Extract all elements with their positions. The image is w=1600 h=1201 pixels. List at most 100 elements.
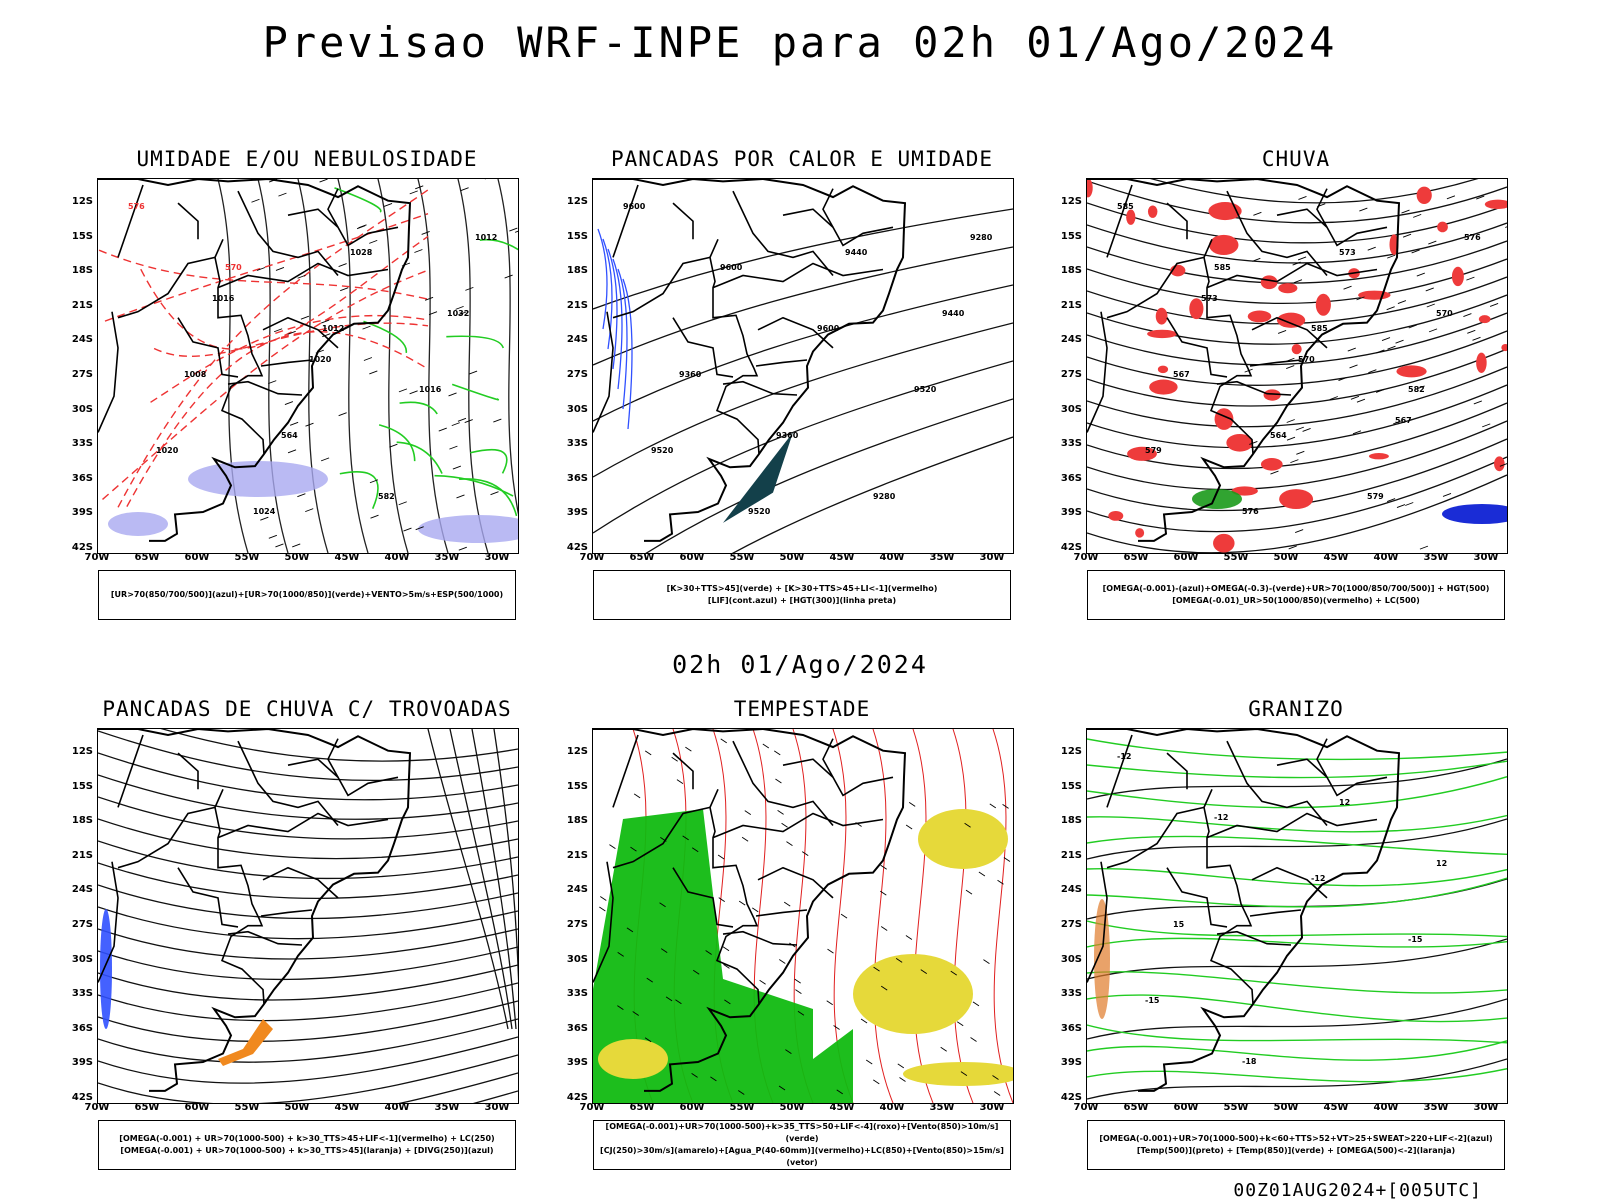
latitude-label: 27S — [65, 919, 93, 930]
longitude-label: 35W — [922, 552, 962, 563]
longitude-label: 55W — [1216, 552, 1256, 563]
latitude-label: 27S — [560, 369, 588, 380]
contour-label: 1024 — [253, 507, 276, 516]
contour-label: 585 — [1214, 263, 1231, 272]
latitude-label: 21S — [560, 850, 588, 861]
contour-label: 570 — [1436, 309, 1453, 318]
latitude-label: 30S — [65, 404, 93, 415]
latitude-label: 24S — [65, 884, 93, 895]
contour-lines — [593, 209, 1013, 553]
latitude-label: 36S — [560, 1023, 588, 1034]
longitude-label: 40W — [1366, 552, 1406, 563]
contour-label: 567 — [1395, 416, 1412, 425]
contour-label: 1016 — [212, 294, 235, 303]
main-title: Previsao WRF-INPE para 02h 01/Ago/2024 — [0, 18, 1600, 67]
latitude-label: 15S — [65, 231, 93, 242]
latitude-label: 36S — [65, 1023, 93, 1034]
contour-label: 9520 — [748, 507, 771, 516]
contour-label: 582 — [1408, 385, 1425, 394]
longitude-label: 30W — [972, 552, 1012, 563]
latitude-label: 36S — [1054, 473, 1082, 484]
longitude-label: 60W — [177, 552, 217, 563]
longitude-label: 65W — [127, 552, 167, 563]
latitude-label: 30S — [1054, 954, 1082, 965]
longitude-label: 30W — [477, 1102, 517, 1113]
legend-line: [OMEGA(-0.001)+UR>70(1000-500)+k>35_TTS>… — [594, 1121, 1010, 1145]
latitude-label: 30S — [560, 954, 588, 965]
map-canvas: 5765701012101610201024102810321008564582… — [98, 179, 518, 553]
latitude-label: 21S — [1054, 850, 1082, 861]
legend-line: [OMEGA(-0.001)+UR>70(1000-500)+k<60+TTS>… — [1088, 1133, 1504, 1145]
latitude-label: 30S — [560, 404, 588, 415]
longitude-label: 50W — [1266, 1102, 1306, 1113]
legend-line: [Temp(500)](preto) + [Temp(850)](verde) … — [1088, 1145, 1504, 1157]
contour-label: 9280 — [970, 233, 993, 242]
contour-label: 9360 — [776, 431, 799, 440]
contour-label: 1008 — [184, 370, 207, 379]
latitude-label: 18S — [1054, 265, 1082, 276]
contour-label: -12 — [1117, 752, 1131, 761]
legend-line: [OMEGA(-0.001)-(azul)+OMEGA(-0.3)-(verde… — [1088, 583, 1504, 595]
contour-label: 579 — [1145, 446, 1162, 455]
latitude-label: 18S — [560, 815, 588, 826]
contour-label: 12 — [1436, 859, 1447, 868]
contour-label: 1032 — [447, 309, 469, 318]
latitude-label: 36S — [560, 473, 588, 484]
panel-legend: [OMEGA(-0.001)+UR>70(1000-500)+k<60+TTS>… — [1087, 1120, 1505, 1170]
latitude-label: 15S — [560, 231, 588, 242]
latitude-label: 27S — [1054, 919, 1082, 930]
longitude-label: 55W — [1216, 1102, 1256, 1113]
latitude-label: 15S — [1054, 781, 1082, 792]
longitude-label: 70W — [572, 1102, 612, 1113]
contour-label: 9520 — [914, 385, 937, 394]
legend-line: [OMEGA(-0.01)_UR>50(1000/850)(vermelho) … — [1088, 595, 1504, 607]
longitude-label: 45W — [822, 1102, 862, 1113]
contour-label: 570 — [225, 263, 242, 272]
latitude-label: 27S — [1054, 369, 1082, 380]
contour-label: 9360 — [679, 370, 702, 379]
longitude-label: 35W — [922, 1102, 962, 1113]
longitude-label: 45W — [1316, 1102, 1356, 1113]
contour-label: 567 — [1173, 370, 1190, 379]
political-borders — [593, 185, 893, 454]
contour-label: 582 — [378, 492, 395, 501]
contour-label: 1012 — [475, 233, 497, 242]
latitude-label: 36S — [1054, 1023, 1082, 1034]
longitude-label: 60W — [1166, 552, 1206, 563]
contour-label: 9440 — [942, 309, 965, 318]
latitude-label: 39S — [560, 1057, 588, 1068]
latitude-label: 21S — [65, 850, 93, 861]
latitude-label: 21S — [560, 300, 588, 311]
latitude-label: 12S — [65, 746, 93, 757]
legend-line: [UR>70(850/700/500)](azul)+[UR>70(1000/8… — [99, 589, 515, 601]
latitude-label: 33S — [65, 438, 93, 449]
longitude-label: 65W — [622, 1102, 662, 1113]
contour-label: 9280 — [873, 492, 896, 501]
contour-label: 15 — [1173, 920, 1185, 929]
contour-label: 564 — [281, 431, 298, 440]
latitude-label: 36S — [65, 473, 93, 484]
longitude-label: 40W — [872, 1102, 912, 1113]
legend-line: [K>30+TTS>45](verde) + [K>30+TTS>45+LI<-… — [594, 583, 1010, 595]
legend-line: [LIF](cont.azul) + [HGT(300)](linha pret… — [594, 595, 1010, 607]
coastline — [1087, 729, 1399, 1091]
latitude-label: 33S — [560, 438, 588, 449]
longitude-label: 70W — [77, 1102, 117, 1113]
panel-legend: [K>30+TTS>45](verde) + [K>30+TTS>45+LI<-… — [593, 570, 1011, 620]
latitude-label: 15S — [65, 781, 93, 792]
latitude-label: 33S — [65, 988, 93, 999]
longitude-label: 60W — [672, 1102, 712, 1113]
longitude-label: 50W — [1266, 552, 1306, 563]
latitude-label: 30S — [1054, 404, 1082, 415]
contour-label: 585 — [1117, 202, 1134, 211]
contour-label: 564 — [1270, 431, 1287, 440]
latitude-label: 21S — [65, 300, 93, 311]
longitude-label: 65W — [127, 1102, 167, 1113]
longitude-label: 40W — [872, 552, 912, 563]
longitude-label: 35W — [427, 1102, 467, 1113]
panel-legend: [OMEGA(-0.001) + UR>70(1000-500) + k>30_… — [98, 1120, 516, 1170]
panel-title: PANCADAS DE CHUVA C/ TROVOADAS — [97, 697, 517, 721]
